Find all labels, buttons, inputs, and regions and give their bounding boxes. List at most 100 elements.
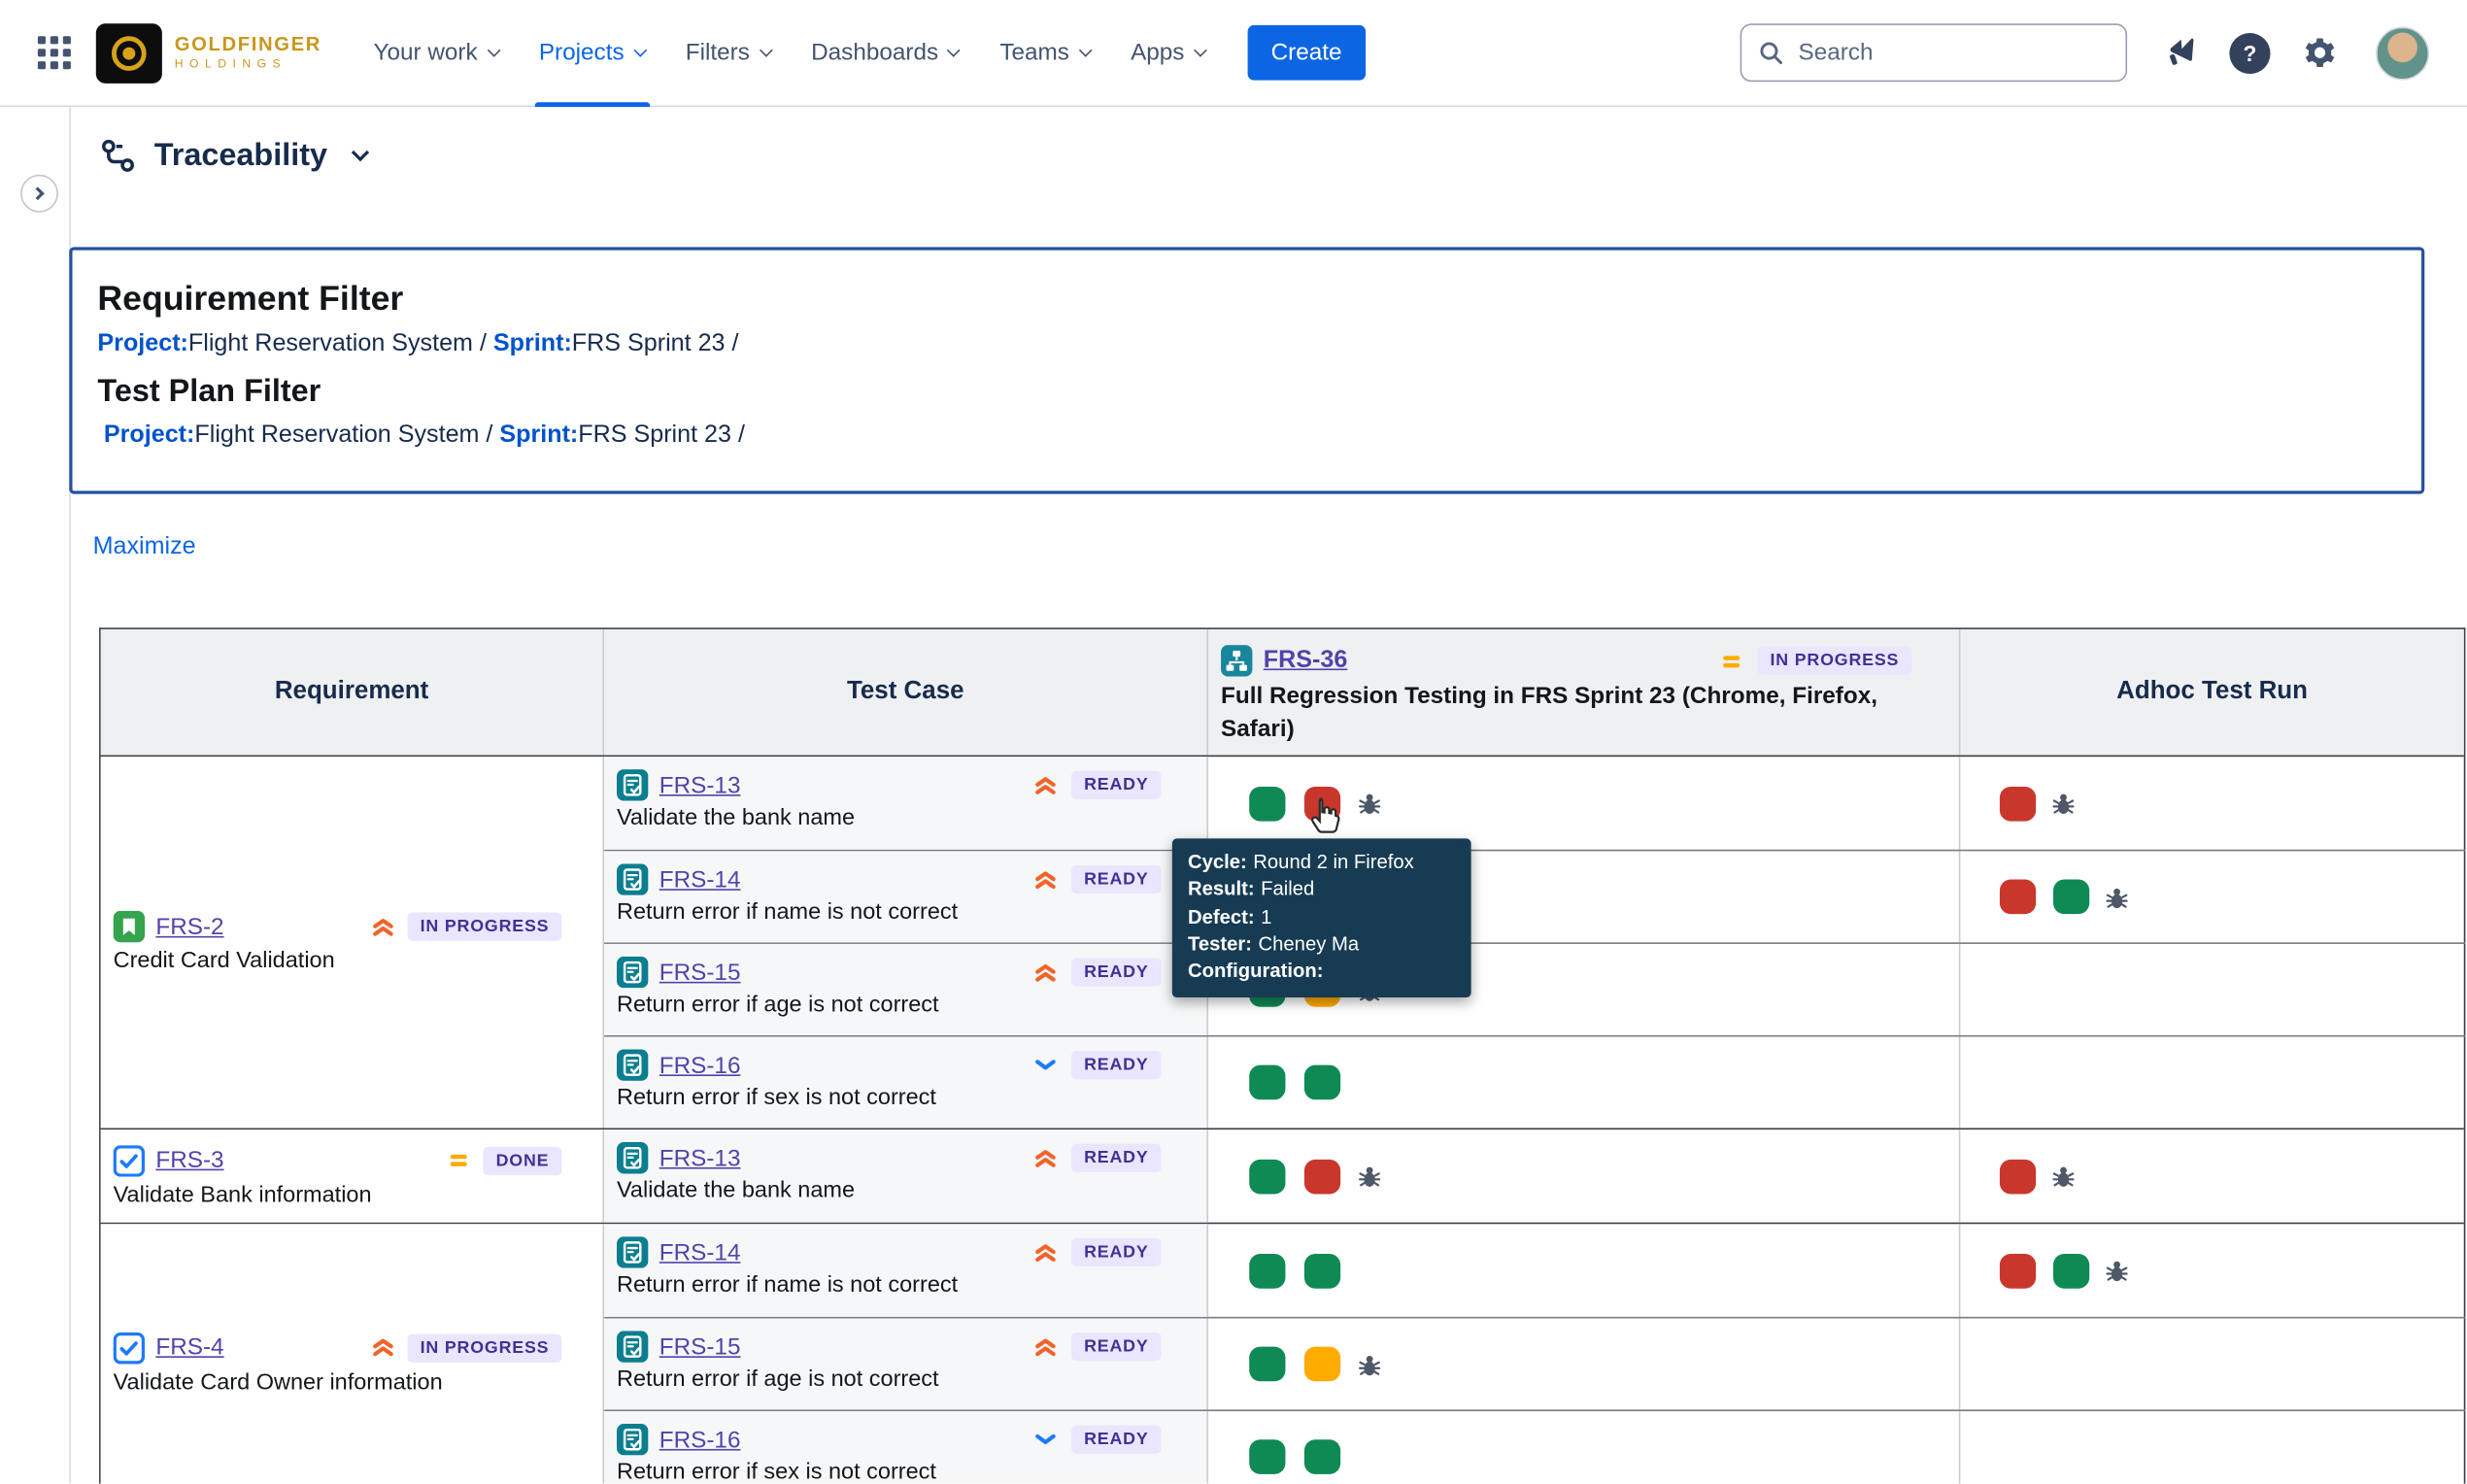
chevron-down-icon (1078, 43, 1092, 56)
execution-passed-dot[interactable] (1249, 1159, 1285, 1194)
execution-tooltip: Cycle:Round 2 in Firefox Result:Failed D… (1172, 838, 1471, 997)
issue-key-link[interactable]: FRS-2 (155, 913, 223, 940)
nav-filters[interactable]: Filters (665, 0, 791, 106)
execution-results-cell (1208, 1130, 1960, 1223)
search-input[interactable] (1740, 23, 2127, 82)
bug-icon[interactable] (2050, 1163, 2078, 1190)
test-case-key-link[interactable]: FRS-13 (659, 1144, 741, 1171)
create-button[interactable]: Create (1247, 25, 1366, 81)
nav-dashboards[interactable]: Dashboards (791, 0, 979, 106)
requirement-group: FRS-4 IN PROGRESS Validate Card Owner in… (101, 1223, 2464, 1484)
chevron-down-icon (487, 43, 500, 56)
requirement-cell: FRS-3 DONE Validate Bank information (101, 1130, 604, 1223)
execution-passed-dot[interactable] (1304, 1253, 1340, 1288)
priority-low-icon (1032, 1052, 1060, 1079)
test-case-key-link[interactable]: FRS-13 (659, 772, 741, 799)
execution-failed-dot[interactable] (2000, 1159, 2036, 1194)
execution-passed-dot[interactable] (1304, 1065, 1340, 1100)
adhoc-results-cell (1960, 1224, 2465, 1317)
test-case-row: FRS-15 READY Return error if age is not … (604, 942, 2465, 1035)
bug-icon[interactable] (2104, 1257, 2131, 1284)
test-case-row: FRS-14 READY Return error if name is not… (604, 1224, 2465, 1317)
bug-icon[interactable] (2104, 884, 2131, 911)
status-lozenge: READY (1071, 1144, 1161, 1172)
test-plan-column-header: FRS-36 IN PROGRESS Full Regression Testi… (1208, 629, 1960, 756)
brand-name: GOLDFINGER (175, 35, 321, 56)
project-label: Project: (97, 330, 187, 357)
nav-your-work[interactable]: Your work (353, 0, 518, 106)
bug-icon[interactable] (1356, 1163, 1383, 1190)
priority-high-icon (1032, 1144, 1060, 1171)
priority-high-icon (1032, 1239, 1060, 1266)
app-window: GOLDFINGER HOLDINGS Your work Projects F… (0, 0, 2467, 1484)
story-type-icon (114, 911, 145, 942)
settings-gear-icon[interactable] (2302, 35, 2338, 71)
test-case-summary: Return error if sex is not correct (617, 1086, 1206, 1111)
execution-blocked-dot[interactable] (1304, 1347, 1340, 1382)
requirement-cell: FRS-4 IN PROGRESS Validate Card Owner in… (101, 1224, 604, 1483)
test-case-key-link[interactable]: FRS-14 (659, 1239, 741, 1266)
execution-failed-dot[interactable] (2000, 880, 2036, 915)
priority-high-icon (370, 913, 397, 940)
status-lozenge: READY (1071, 1426, 1161, 1454)
execution-results-cell (1208, 1411, 1960, 1484)
nav-apps[interactable]: Apps (1110, 0, 1226, 106)
bug-icon[interactable] (1356, 790, 1383, 817)
adhoc-results-cell (1960, 1130, 2465, 1223)
execution-results-cell (1208, 1318, 1960, 1409)
nav-projects[interactable]: Projects (519, 0, 665, 106)
issue-key-link[interactable]: FRS-3 (155, 1147, 223, 1174)
chevron-down-icon (633, 43, 647, 56)
expand-sidebar-button[interactable] (20, 175, 58, 213)
chevron-down-icon (1194, 43, 1207, 56)
execution-passed-dot[interactable] (2053, 880, 2089, 915)
test-type-icon (617, 863, 648, 894)
user-avatar[interactable] (2376, 26, 2429, 80)
status-lozenge: READY (1071, 1332, 1161, 1361)
test-case-row: FRS-15 READY Return error if age is not … (604, 1317, 2465, 1410)
test-case-row: FRS-13 READY Validate the bank name (604, 1130, 2465, 1223)
bug-icon[interactable] (1356, 1351, 1383, 1378)
execution-passed-dot[interactable] (1249, 786, 1285, 821)
execution-failed-dot[interactable] (1304, 786, 1340, 821)
execution-failed-dot[interactable] (1304, 1159, 1340, 1194)
announcements-icon[interactable] (2162, 35, 2198, 71)
task-type-icon (114, 1144, 145, 1175)
execution-passed-dot[interactable] (1249, 1253, 1285, 1288)
test-case-row: FRS-14 READY Return error if name is not… (604, 850, 2465, 943)
maximize-link[interactable]: Maximize (93, 533, 196, 561)
brand-logo[interactable]: GOLDFINGER HOLDINGS (96, 22, 321, 83)
test-case-key-link[interactable]: FRS-16 (659, 1052, 741, 1079)
help-icon[interactable]: ? (2229, 32, 2270, 73)
page-header: Traceability (97, 135, 366, 176)
execution-failed-dot[interactable] (2000, 1253, 2036, 1288)
execution-failed-dot[interactable] (2000, 786, 2036, 821)
adhoc-results-cell (1960, 944, 2465, 1035)
execution-results-cell (1208, 757, 1960, 850)
test-plan-key-link[interactable]: FRS-36 (1264, 647, 1348, 675)
execution-passed-dot[interactable] (1249, 1439, 1285, 1474)
execution-passed-dot[interactable] (1249, 1065, 1285, 1100)
adhoc-results-cell (1960, 1411, 2465, 1484)
priority-high-icon (1032, 772, 1060, 799)
adhoc-results-cell (1960, 851, 2465, 942)
chevron-down-icon[interactable] (352, 143, 369, 160)
execution-passed-dot[interactable] (1304, 1439, 1340, 1474)
execution-results-cell (1208, 1037, 1960, 1129)
test-type-icon (617, 957, 648, 988)
app-switcher-icon[interactable] (38, 36, 71, 69)
issue-key-link[interactable]: FRS-4 (155, 1334, 223, 1362)
table-header-row: Requirement Test Case FRS-36 IN PROGRESS… (101, 629, 2464, 756)
execution-passed-dot[interactable] (1249, 1347, 1285, 1382)
test-case-key-link[interactable]: FRS-15 (659, 1333, 741, 1361)
test-case-key-link[interactable]: FRS-14 (659, 866, 741, 894)
nav-teams[interactable]: Teams (979, 0, 1110, 106)
test-case-key-link[interactable]: FRS-16 (659, 1426, 741, 1453)
execution-passed-dot[interactable] (2053, 1253, 2089, 1288)
brand-subname: HOLDINGS (175, 58, 321, 71)
test-case-key-link[interactable]: FRS-15 (659, 959, 741, 986)
status-lozenge: READY (1071, 865, 1161, 894)
bug-icon[interactable] (2050, 790, 2078, 817)
search-icon (1757, 39, 1784, 66)
project-value: Flight Reservation System / (194, 422, 499, 449)
